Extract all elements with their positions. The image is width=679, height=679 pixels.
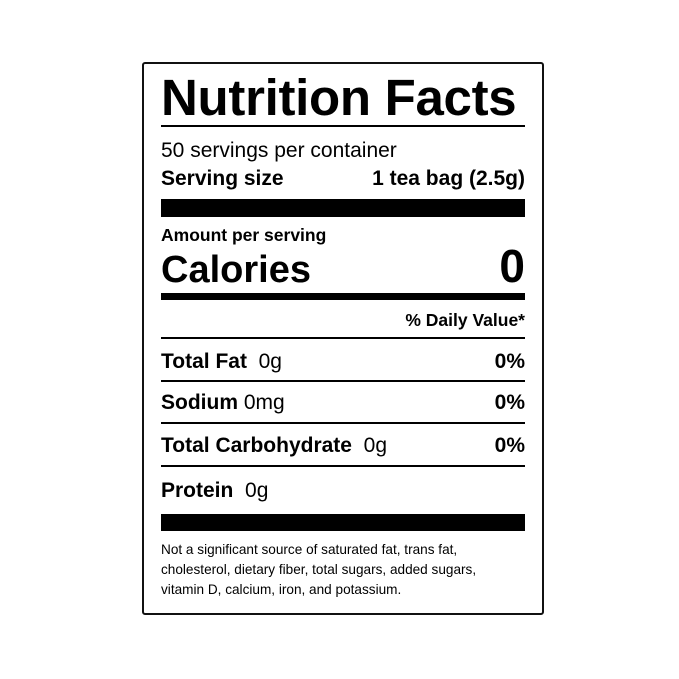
footnote-line: cholesterol, dietary fiber, total sugars…	[161, 562, 477, 577]
servings-per-container: 50 servings per container	[161, 139, 397, 162]
serving-size-value: 1 tea bag (2.5g)	[372, 167, 525, 190]
calories-row: Calories 0	[161, 243, 525, 291]
nutrient-dv: 0%	[494, 434, 525, 457]
nutrient-name: Total Carbohydrate	[161, 434, 352, 457]
nutrient-amount: 0mg	[243, 391, 285, 414]
nutrient-amount: 0g	[363, 434, 387, 457]
divider-thick	[161, 199, 525, 217]
nutrient-row-total-fat: Total Fat 0g 0%	[161, 351, 525, 372]
nutrient-name: Total Fat	[161, 350, 247, 373]
divider-thin	[161, 125, 525, 127]
nutrient-row-protein: Protein 0g	[161, 480, 525, 501]
divider-thin	[161, 337, 525, 339]
nutrient-name: Sodium	[161, 391, 238, 414]
label-title: Nutrition Facts	[161, 69, 517, 126]
nutrient-row-total-carbohydrate: Total Carbohydrate 0g 0%	[161, 435, 525, 456]
serving-size-label: Serving size	[161, 167, 284, 190]
divider-thick	[161, 514, 525, 531]
divider-thin	[161, 465, 525, 467]
nutrient-dv: 0%	[494, 391, 525, 414]
nutrient-name: Protein	[161, 479, 234, 502]
calories-value: 0	[499, 240, 525, 292]
divider-thin	[161, 422, 525, 424]
nutrient-amount: 0g	[245, 479, 269, 502]
serving-size-row: Serving size 1 tea bag (2.5g)	[161, 168, 525, 189]
footnote-line: vitamin D, calcium, iron, and potassium.	[161, 582, 402, 597]
amount-per-serving: Amount per serving	[161, 225, 327, 245]
nutrition-facts-panel	[142, 62, 544, 615]
divider-medium	[161, 293, 525, 300]
divider-thin	[161, 380, 525, 382]
calories-label: Calories	[161, 249, 311, 291]
daily-value-header: % Daily Value*	[405, 310, 525, 330]
footnote: Not a significant source of saturated fa…	[161, 540, 525, 600]
nutrient-dv: 0%	[494, 350, 525, 373]
footnote-line: Not a significant source of saturated fa…	[161, 542, 458, 557]
nutrient-amount: 0g	[258, 350, 282, 373]
nutrient-row-sodium: Sodium 0mg 0%	[161, 392, 525, 413]
